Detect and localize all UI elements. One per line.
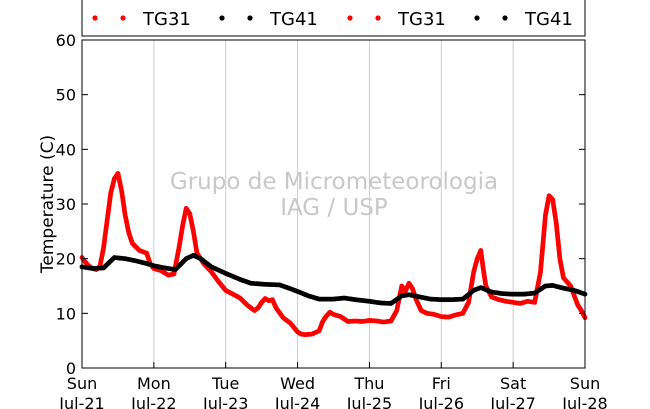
x-tick-label-date: Jul-23 xyxy=(202,394,248,409)
x-tick-label-date: Jul-28 xyxy=(561,394,607,409)
y-tick-label: 60 xyxy=(56,31,76,50)
legend-marker xyxy=(375,15,381,21)
y-tick-label: 30 xyxy=(56,195,76,214)
legend-marker xyxy=(474,15,480,21)
legend-marker xyxy=(92,15,98,21)
watermark: Grupo de Micrometeorologia IAG / USP xyxy=(170,169,498,221)
legend-label: TG41 xyxy=(524,9,573,30)
x-tick-label-date: Jul-25 xyxy=(346,394,392,409)
y-tick-label: 20 xyxy=(56,250,76,269)
y-axis-label: Temperature (C) xyxy=(38,135,58,274)
series-tg41 xyxy=(79,252,588,306)
legend-marker xyxy=(219,15,225,21)
x-tick-label-day: Sun xyxy=(570,374,600,393)
legend-frame xyxy=(81,0,586,37)
x-tick-label-date: Jul-21 xyxy=(58,394,104,409)
x-tick-label-date: Jul-26 xyxy=(418,394,464,409)
x-tick-label-day: Wed xyxy=(280,374,315,393)
x-tick-label-day: Sat xyxy=(500,374,526,393)
legend-marker xyxy=(120,15,126,21)
x-tick-label-day: Fri xyxy=(432,374,451,393)
legend-entry-tg41: TG41 xyxy=(474,9,573,30)
x-tick-label-day: Thu xyxy=(353,374,384,393)
x-tick-label-date: Jul-24 xyxy=(274,394,320,409)
legend-entry-tg41: TG41 xyxy=(219,9,318,30)
plot-area: Grupo de Micrometeorologia IAG / USP xyxy=(79,39,588,369)
legend-entry-tg31: TG31 xyxy=(92,9,191,30)
y-tick-label: 50 xyxy=(56,86,76,105)
watermark-line-1: Grupo de Micrometeorologia xyxy=(170,169,498,195)
legend-label: TG41 xyxy=(269,9,318,30)
legend-marker xyxy=(502,15,508,21)
y-axis: 0 10 20 30 40 50 60 xyxy=(56,31,585,378)
x-tick-label-date: Jul-22 xyxy=(130,394,176,409)
x-tick-label-day: Mon xyxy=(137,374,171,393)
legend-marker xyxy=(347,15,353,21)
watermark-line-2: IAG / USP xyxy=(280,195,388,221)
legend-label: TG31 xyxy=(142,9,191,30)
legend-entry-tg31: TG31 xyxy=(347,9,446,30)
x-tick-label-day: Sun xyxy=(67,374,97,393)
legend-marker xyxy=(247,15,253,21)
x-tick-label-day: Tue xyxy=(211,374,239,393)
y-tick-label: 40 xyxy=(56,140,76,159)
y-tick-label: 10 xyxy=(56,304,76,323)
legend-label: TG31 xyxy=(397,9,446,30)
y-tick-label: 0 xyxy=(66,359,76,378)
x-tick-label-date: Jul-27 xyxy=(489,394,535,409)
x-axis: SunJul-21MonJul-22TueJul-23WedJul-24ThuJ… xyxy=(58,362,608,409)
legend: TG31 TG41 TG31 TG41 xyxy=(81,0,586,37)
